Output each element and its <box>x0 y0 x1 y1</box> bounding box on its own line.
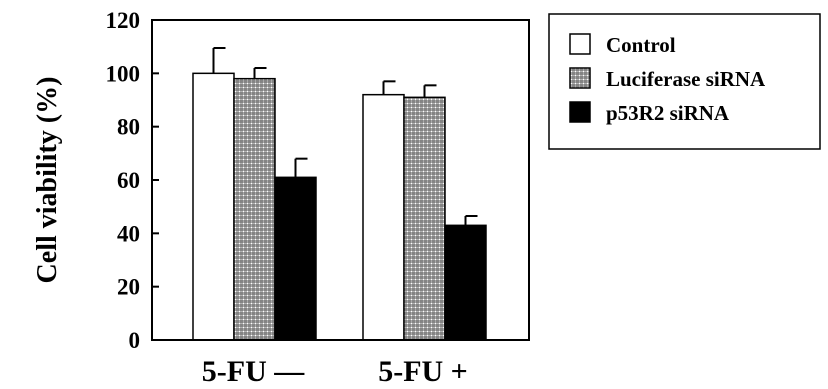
bar-control-2 <box>362 93 405 341</box>
legend-label: p53R2 siRNA <box>606 101 730 125</box>
bar-luciferase-sirna-2 <box>403 96 446 341</box>
y-tick-label: 40 <box>117 221 140 246</box>
legend-box <box>548 13 821 150</box>
error-bars <box>212 47 478 226</box>
bar-p53r2-sirna-2 <box>444 224 487 341</box>
plot-frame <box>151 19 530 341</box>
bar-luciferase-sirna-1 <box>233 77 276 341</box>
x-category-label: 5-FU — <box>202 355 305 388</box>
legend: Control Luciferase siRNA p53R2 siRNA <box>548 13 821 150</box>
x-category-label: 5-FU + <box>378 355 468 388</box>
legend-label: Control <box>606 33 676 57</box>
y-axis-label: Cell viability (%) <box>32 77 63 284</box>
y-tick-label: 60 <box>117 168 140 193</box>
legend-swatch <box>569 101 591 123</box>
y-tick-label: 20 <box>117 275 140 300</box>
y-tick-label: 100 <box>106 61 141 86</box>
legend-swatch <box>569 33 591 55</box>
bar-p53r2-sirna-1 <box>274 176 317 341</box>
legend-label: Luciferase siRNA <box>606 67 766 91</box>
bars <box>192 72 487 341</box>
y-tick-label: 80 <box>117 115 140 140</box>
y-tick-label: 0 <box>129 328 141 353</box>
y-tick-label: 120 <box>106 8 141 33</box>
bar-control-1 <box>192 72 235 341</box>
legend-swatch <box>569 67 591 89</box>
y-axis: 0 20 40 60 80 100 120 <box>106 8 159 353</box>
x-axis: 5-FU — 5-FU + <box>202 355 468 388</box>
